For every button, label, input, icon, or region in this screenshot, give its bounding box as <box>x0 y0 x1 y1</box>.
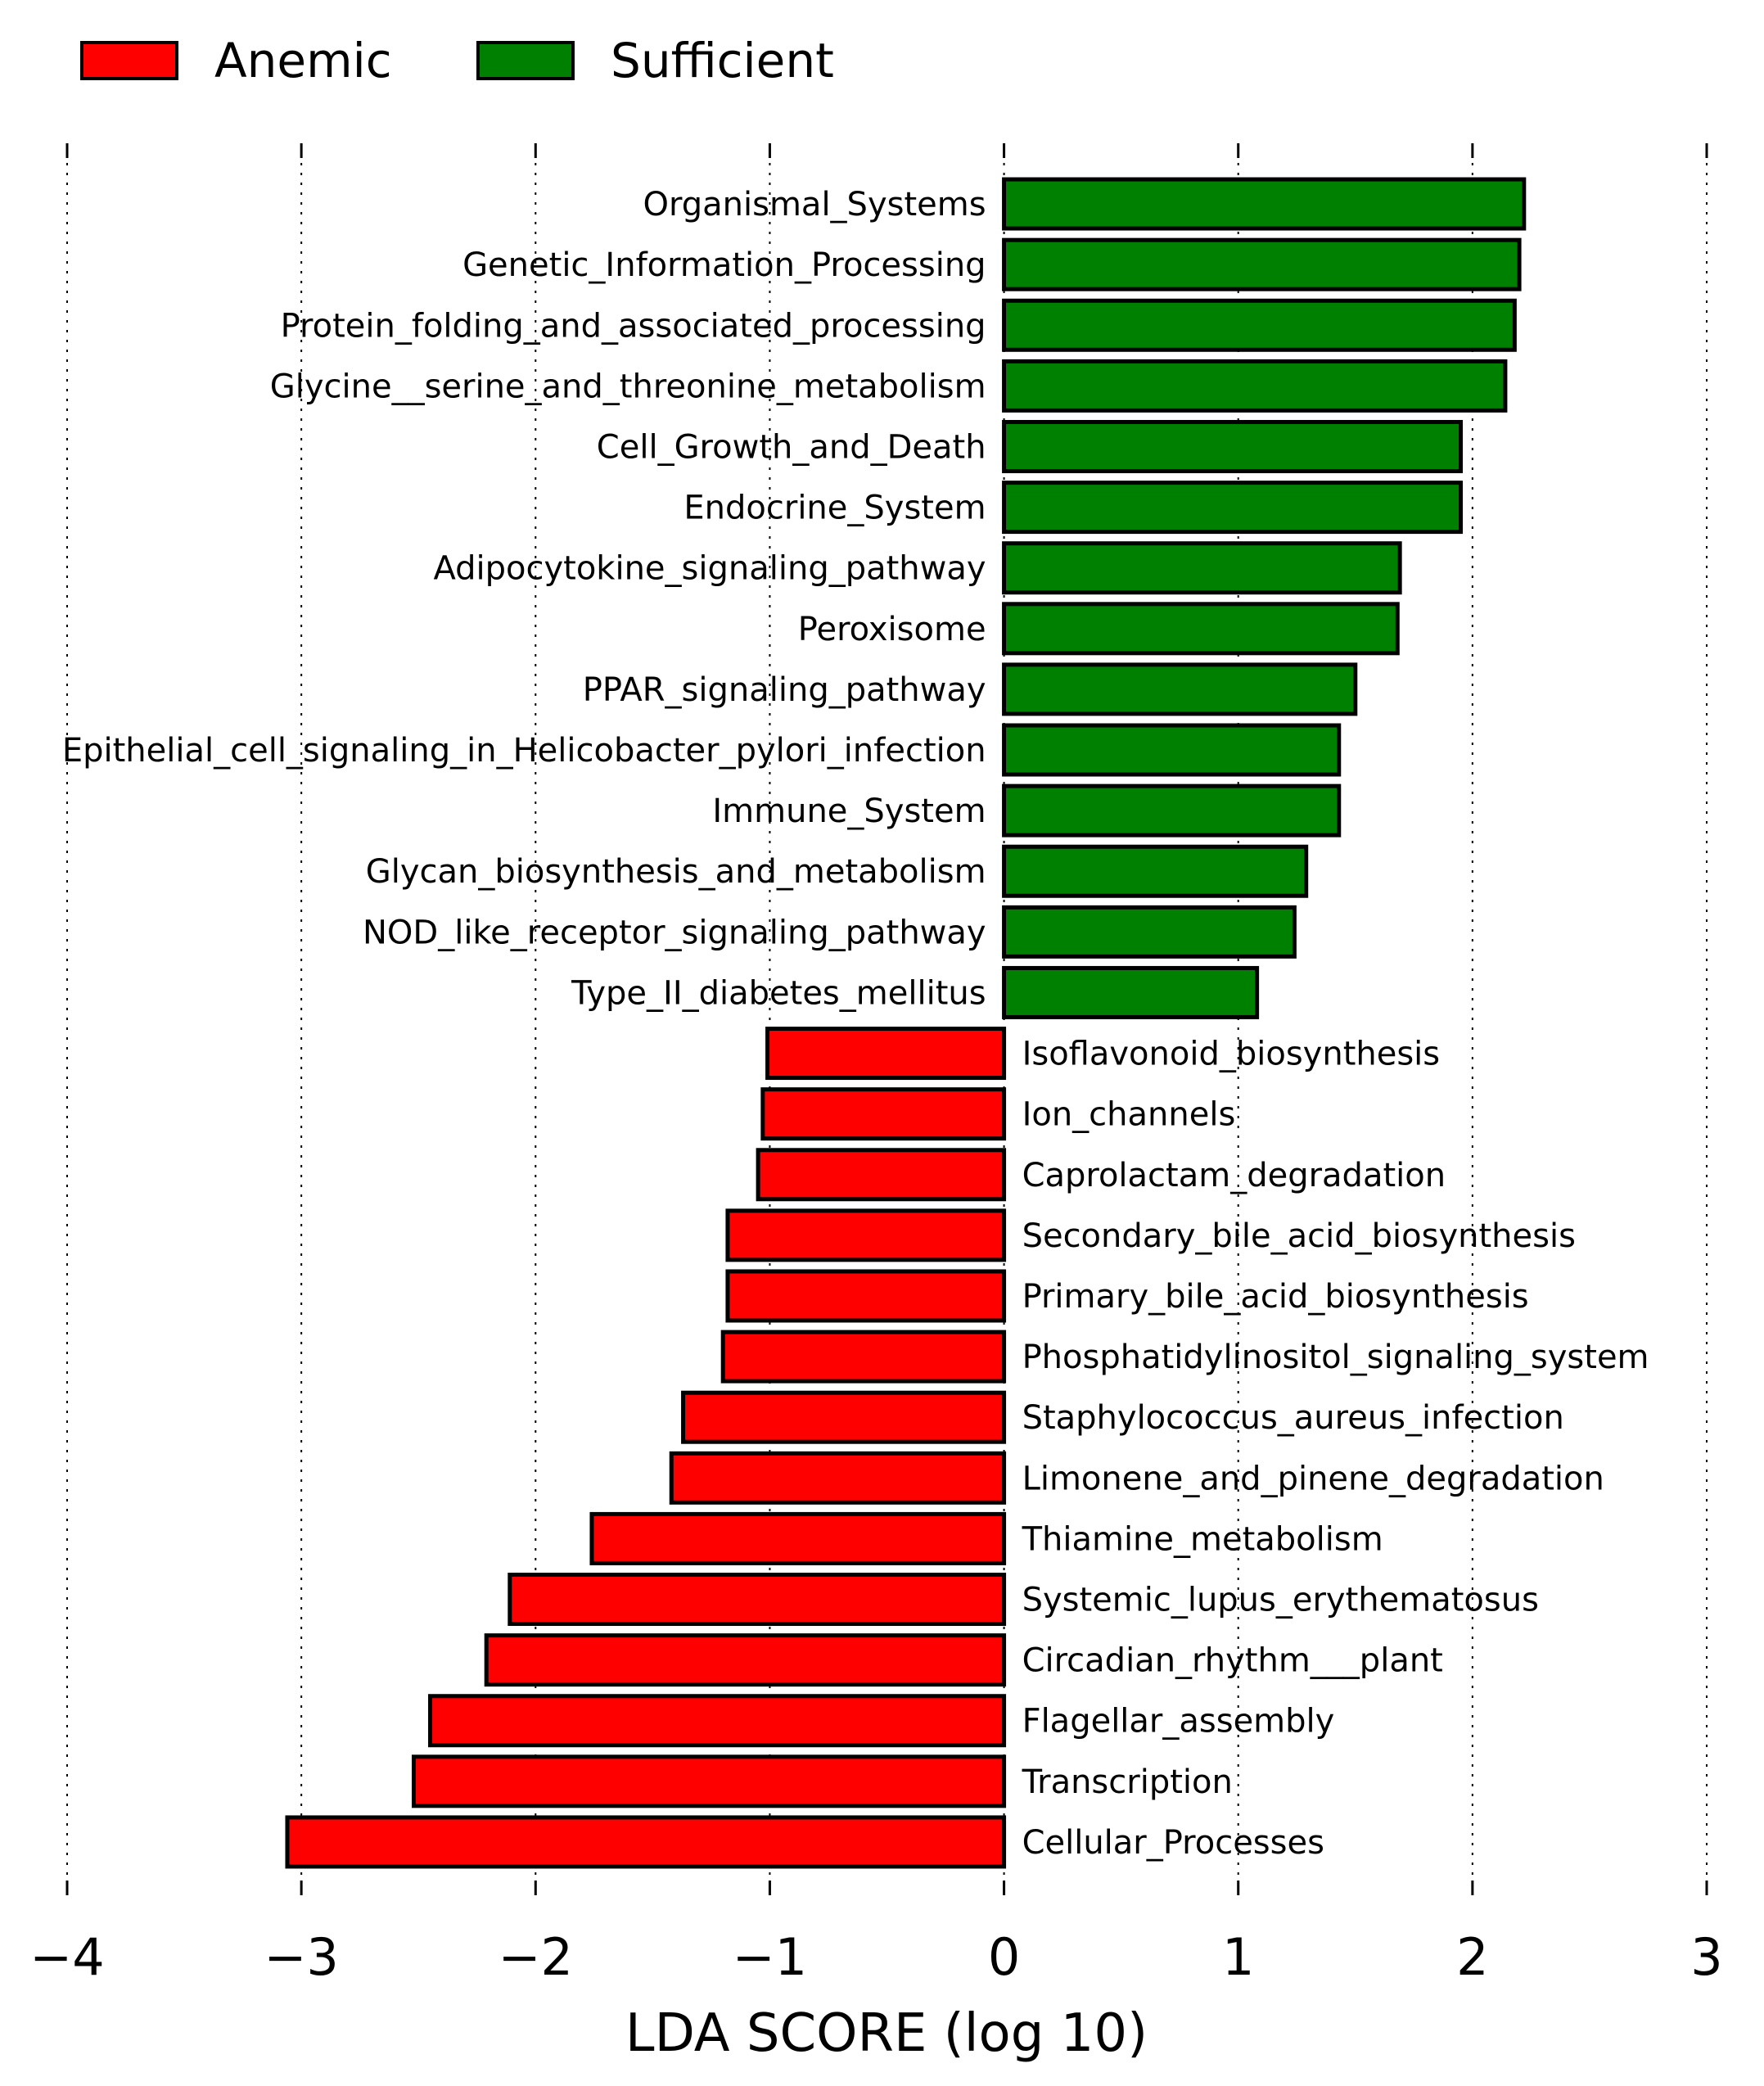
bar <box>720 1330 1007 1384</box>
bar-label: Glycine__serine_and_threonine_metabolism <box>270 368 986 405</box>
bar-label: Primary_bile_acid_biosynthesis <box>1022 1278 1529 1316</box>
bar <box>428 1694 1007 1748</box>
x-axis-tick-labels: −4 −3 −2 −1 0 1 2 3 <box>29 1927 1722 1987</box>
bar <box>589 1511 1007 1565</box>
bar <box>411 1754 1007 1808</box>
bar-label: Systemic_lupus_erythematosus <box>1022 1582 1539 1619</box>
bar-label: Circadian_rhythm___plant <box>1022 1642 1443 1680</box>
x-axis-title: LDA SCORE (log 10) <box>625 2003 1148 2064</box>
bar-label: Immune_System <box>712 792 986 830</box>
bar-label: Organismal_Systems <box>643 186 986 224</box>
x-axis-ticks <box>65 143 1708 1895</box>
bar-label: Glycan_biosynthesis_and_metabolism <box>366 853 986 891</box>
bar <box>1002 905 1297 959</box>
bar <box>1002 541 1402 595</box>
bar <box>725 1208 1007 1262</box>
bar <box>484 1633 1007 1687</box>
bar-label: Staphylococcus_aureus_infection <box>1022 1399 1564 1437</box>
bar-label: Isoflavonoid_biosynthesis <box>1022 1036 1441 1073</box>
legend-label-anemic: Anemic <box>214 33 392 88</box>
x-tick-label: −3 <box>264 1927 338 1987</box>
bar-label: Phosphatidylinositol_signaling_system <box>1022 1339 1649 1376</box>
bars <box>285 177 1527 1869</box>
bar-label: Endocrine_System <box>683 490 986 527</box>
bar <box>669 1451 1007 1505</box>
bar <box>756 1148 1007 1202</box>
bar <box>1002 723 1342 777</box>
bar <box>681 1390 1007 1444</box>
x-tick-label: 2 <box>1456 1927 1488 1987</box>
bar-label: Epithelial_cell_signaling_in_Helicobacte… <box>62 732 986 770</box>
bar-label: Genetic_Information_Processing <box>462 246 986 284</box>
bar-label: Thiamine_metabolism <box>1022 1520 1383 1558</box>
bar-label: Caprolactam_degradation <box>1022 1157 1446 1194</box>
bar-label: Flagellar_assembly <box>1022 1703 1335 1741</box>
grid-lines <box>66 143 1708 1895</box>
bar <box>1002 237 1522 291</box>
bar <box>285 1815 1007 1869</box>
bar <box>508 1573 1007 1627</box>
legend-swatch-sufficient <box>476 41 575 80</box>
x-tick-label: −1 <box>733 1927 807 1987</box>
bar-label: Protein_folding_and_associated_processin… <box>281 307 986 345</box>
bar <box>765 1027 1007 1081</box>
bar <box>1002 844 1309 898</box>
bar-label: Secondary_bile_acid_biosynthesis <box>1022 1217 1576 1255</box>
bar <box>1002 481 1464 535</box>
legend: Anemic Sufficient <box>80 33 834 88</box>
bar <box>1002 359 1508 413</box>
bar <box>1002 602 1400 656</box>
bar <box>1002 419 1464 473</box>
bar-label: NOD_like_receptor_signaling_pathway <box>363 914 986 951</box>
bar-label: Ion_channels <box>1022 1096 1236 1134</box>
legend-swatch-anemic <box>80 41 178 80</box>
bar-labels: Organismal_Systems Genetic_Information_Pr… <box>62 186 1649 1862</box>
bar-label: Transcription <box>1022 1763 1233 1801</box>
legend-label-sufficient: Sufficient <box>611 33 834 88</box>
x-tick-label: 3 <box>1690 1927 1722 1987</box>
bar <box>1002 662 1358 716</box>
x-tick-label: 0 <box>988 1927 1020 1987</box>
bar-label: Type_II_diabetes_mellitus <box>571 974 986 1012</box>
bar-label: Peroxisome <box>798 611 986 648</box>
bar-label: Limonene_and_pinene_degradation <box>1022 1460 1604 1497</box>
bar-label: Adipocytokine_signaling_pathway <box>433 550 986 588</box>
bar-label: Cell_Growth_and_Death <box>597 428 986 466</box>
bar <box>1002 965 1260 1019</box>
x-tick-label: −4 <box>29 1927 104 1987</box>
bar <box>725 1269 1007 1323</box>
bar <box>1002 783 1342 838</box>
x-tick-label: −2 <box>499 1927 573 1987</box>
bar-label: Cellular_Processes <box>1022 1824 1324 1862</box>
bar <box>760 1087 1007 1141</box>
bar <box>1002 298 1517 352</box>
bar <box>1002 177 1527 231</box>
bar-label: PPAR_signaling_pathway <box>583 671 986 709</box>
x-tick-label: 1 <box>1222 1927 1254 1987</box>
